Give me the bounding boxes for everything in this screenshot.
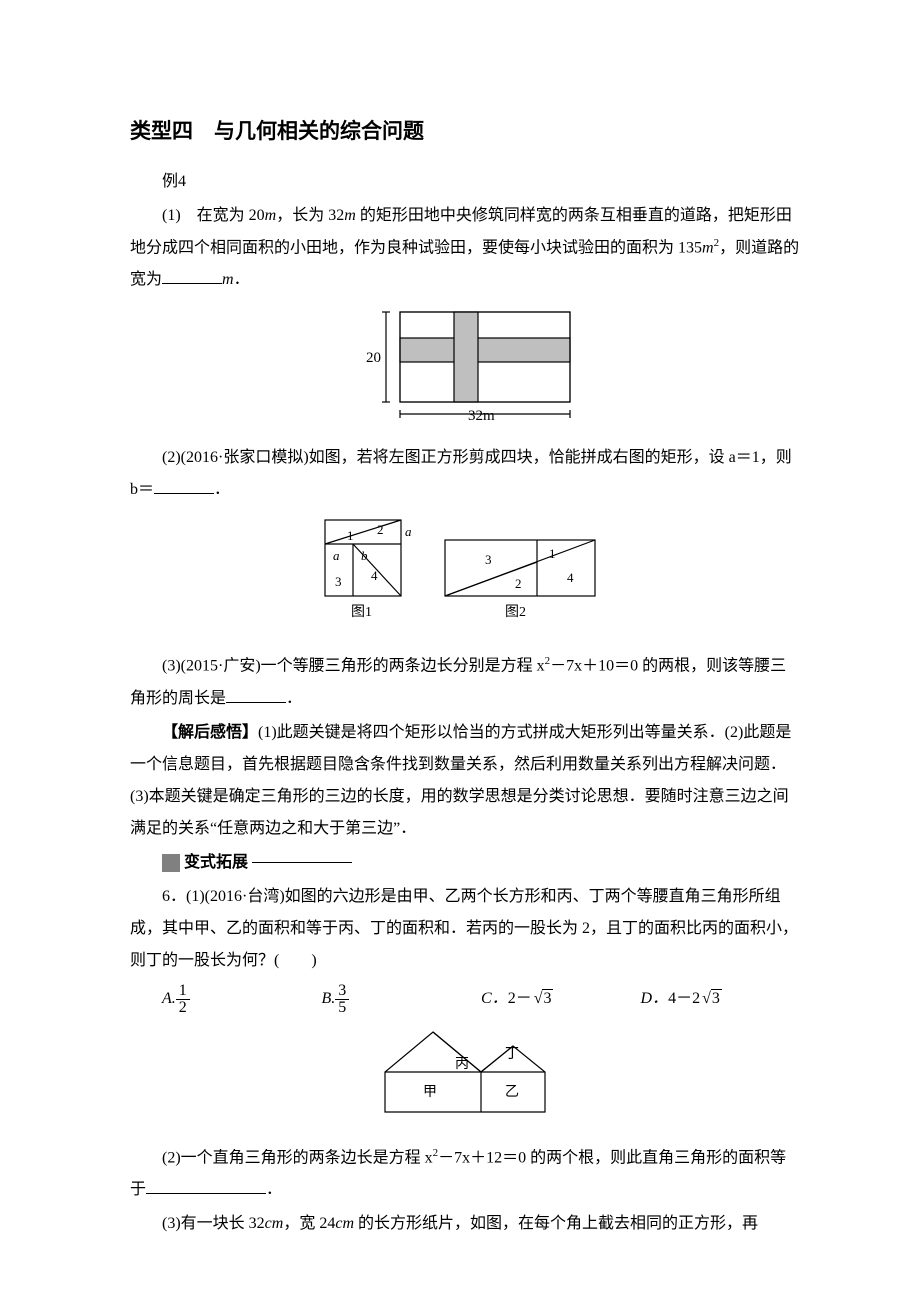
- sqrt: 3: [532, 983, 554, 1015]
- tuozhan-text: 变式拓展: [184, 854, 248, 871]
- lbl: b: [361, 548, 368, 563]
- text: ，长为 32: [276, 207, 344, 224]
- text: ．: [234, 271, 250, 288]
- unit-m: m: [222, 271, 234, 288]
- problem-1: (1) 在宽为 20m，长为 32m 的矩形田地中央修筑同样宽的两条互相垂直的道…: [130, 200, 800, 296]
- problem-6-3: (3)有一块长 32cm，宽 24cm 的长方形纸片，如图，在每个角上截去相同的…: [130, 1208, 800, 1240]
- opt-prefix: B.: [322, 990, 336, 1007]
- lbl: 3: [485, 552, 492, 567]
- text: (3)有一块长 32: [162, 1215, 265, 1232]
- lbl: 2: [377, 522, 384, 537]
- numer: 1: [176, 983, 190, 1000]
- fraction: 12: [176, 983, 190, 1016]
- lbl: 1: [549, 546, 556, 561]
- lbl: a: [405, 524, 412, 539]
- text: 的长方形纸片，如图，在每个角上截去相同的正方形，再: [354, 1215, 758, 1232]
- val: 4－2: [668, 990, 700, 1007]
- insight-label: 【解后感悟】: [162, 724, 258, 741]
- fraction: 35: [335, 983, 349, 1016]
- fig2-cap-right: 图2: [505, 605, 526, 620]
- opt-prefix: A.: [162, 990, 176, 1007]
- text: (3)(2015·广安)一个等腰三角形的两条边长分别是方程 x: [162, 658, 545, 675]
- mc-options: A.12 B.35 C．2－3 D．4－23: [162, 983, 800, 1016]
- problem-2: (2)(2016·张家口模拟)如图，若将左图正方形剪成四块，恰能拼成右图的矩形，…: [130, 442, 800, 506]
- lbl: 3: [335, 574, 342, 589]
- text: ，宽 24: [283, 1215, 335, 1232]
- lbl: 4: [371, 568, 378, 583]
- lbl: 1: [347, 528, 354, 543]
- numer: 3: [335, 983, 349, 1000]
- unit-m: m: [265, 207, 277, 224]
- fig3-svg: 甲 乙 丙 丁: [355, 1022, 575, 1122]
- fig2-svg: 1 2 a b 3 4 a 3 1 2 4 图1 图2: [305, 512, 625, 630]
- lbl-bing: 丙: [455, 1057, 469, 1072]
- text: ．: [286, 690, 302, 707]
- example-label: 例4: [130, 166, 800, 198]
- blank-field: [162, 267, 222, 284]
- option-b: B.35: [322, 983, 482, 1016]
- fig1-svg: 20 32m: [350, 302, 580, 422]
- insight: 【解后感悟】(1)此题关键是将四个矩形以恰当的方式拼成大矩形列出等量关系．(2)…: [130, 717, 800, 845]
- blank-field: [154, 477, 214, 494]
- section-heading: 类型四 与几何相关的综合问题: [130, 110, 800, 152]
- fig1-label-left: 20: [366, 350, 381, 366]
- label-box-icon: [162, 854, 180, 872]
- lbl-jia: 甲: [423, 1085, 437, 1100]
- fig1-label-bottom: 32m: [468, 408, 495, 422]
- unit-cm: cm: [335, 1215, 354, 1232]
- text: (1) 在宽为 20: [162, 207, 265, 224]
- tuozhan-row: 变式拓展: [130, 847, 800, 879]
- opt-prefix: C．: [481, 990, 508, 1007]
- underline-decor: [252, 862, 352, 863]
- option-c: C．2－ 3: [481, 983, 641, 1016]
- lbl-ding: 丁: [505, 1047, 519, 1062]
- unit-cm: cm: [265, 1215, 284, 1232]
- text: ．: [266, 1181, 282, 1198]
- page: 类型四 与几何相关的综合问题 例4 (1) 在宽为 20m，长为 32m 的矩形…: [0, 0, 920, 1302]
- denom: 5: [335, 1000, 349, 1016]
- radicand: 3: [711, 989, 722, 1007]
- denom: 2: [176, 1000, 190, 1016]
- lbl-yi: 乙: [505, 1084, 519, 1100]
- fig2-cap-left: 图1: [351, 605, 372, 620]
- text: ．: [214, 481, 230, 498]
- option-d: D．4－2 3: [641, 983, 801, 1016]
- radicand: 3: [542, 989, 553, 1007]
- problem-6-1: 6．(1)(2016·台湾)如图的六边形是由甲、乙两个长方形和丙、丁两个等腰直角…: [130, 881, 800, 977]
- sqrt: 3: [700, 983, 722, 1015]
- figure-3: 甲 乙 丙 丁: [130, 1022, 800, 1134]
- lbl: a: [333, 548, 340, 563]
- unit-m2: m: [702, 239, 714, 256]
- lbl: 4: [567, 570, 574, 585]
- blank-field: [146, 1177, 266, 1194]
- problem-6-2: (2)一个直角三角形的两条边长是方程 x2－7x＋12＝0 的两个根，则此直角三…: [130, 1142, 800, 1206]
- text: (2)一个直角三角形的两条边长是方程 x: [162, 1149, 433, 1166]
- unit-m: m: [344, 207, 356, 224]
- val: 2－: [508, 990, 532, 1007]
- figure-2: 1 2 a b 3 4 a 3 1 2 4 图1 图2: [130, 512, 800, 642]
- lbl: 2: [515, 576, 522, 591]
- problem-3: (3)(2015·广安)一个等腰三角形的两条边长分别是方程 x2－7x＋10＝0…: [130, 650, 800, 714]
- blank-field: [226, 686, 286, 703]
- opt-prefix: D．: [641, 990, 669, 1007]
- option-a: A.12: [162, 983, 322, 1016]
- figure-1: 20 32m: [130, 302, 800, 434]
